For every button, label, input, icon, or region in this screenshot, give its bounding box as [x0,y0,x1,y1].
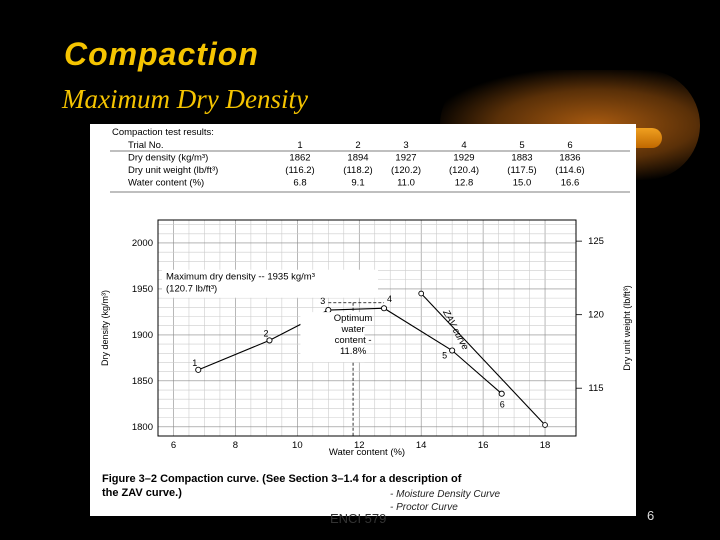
table-cell: 16.6 [561,178,580,189]
table-cell: 15.0 [513,178,532,189]
table-row-label: Water content (%) [128,178,204,189]
data-point-label: 3 [320,296,325,306]
annotation-optimum: water [340,324,364,335]
annotation-optimum: 11.8% [340,346,367,357]
y2-axis-label: Dry unit weight (lb/ft³) [622,285,632,371]
table-cell: (118.2) [343,165,372,176]
data-point [380,305,388,312]
table-row-label: Trial No. [128,140,164,151]
slide-subtitle: Maximum Dry Density [62,84,308,114]
x-tick-label: 10 [292,440,303,451]
y-tick-label: 2000 [132,238,153,249]
x-tick-label: 18 [540,440,551,451]
data-point-label: 4 [387,294,392,304]
table-cell: 1883 [511,153,532,164]
annotation-optimum: Optimum [334,313,373,324]
annotation-box [162,269,378,298]
table-cell: 2 [355,140,360,151]
x-tick-label: 12 [354,440,365,451]
data-point [498,390,505,397]
table-cell: (120.2) [391,165,421,176]
x-tick-label: 14 [416,440,427,451]
table-cell: 11.0 [397,178,415,189]
y-tick-label: 1800 [132,422,153,433]
y-tick-label: 1900 [132,330,153,341]
table-cell: 9.1 [351,178,364,189]
y2-tick-label: 125 [588,236,604,247]
table-row-label: Dry unit weight (lb/ft³) [128,165,218,176]
y2-tick-label: 115 [588,383,603,394]
table-cell: 1836 [559,153,580,164]
plot-frame [157,219,577,437]
table-cell: 4 [461,140,466,151]
figure-caption: Figure 3–2 Compaction curve. (See Sectio… [102,473,462,499]
data-point-label: 5 [442,351,447,361]
handwritten-note: - Proctor Curve [390,502,458,513]
annotation-optimum: content - [335,335,372,346]
data-point-label: 6 [500,400,505,410]
x-tick-label: 6 [171,440,176,451]
x-tick-label: 16 [478,440,489,451]
data-point-label: 2 [263,328,268,338]
zav-point [542,422,548,428]
data-point [195,366,202,373]
table-cell: 1862 [289,153,310,164]
table-cell: (117.5) [507,165,536,176]
compaction-figure: Compaction test results: Trial No. 1 2 3 4 5 6… [90,124,636,516]
table-cell: 6.8 [293,178,306,189]
table-cell: (114.6) [555,165,584,176]
data-point [449,347,456,354]
table-cell: 5 [519,140,524,151]
data-point-label: 1 [192,358,197,368]
table-cell: (120.4) [449,165,479,176]
annotation-unit-weight: (120.7 lb/ft³) [166,284,217,295]
zav-curve [420,293,546,426]
table-cell: 1 [297,140,302,151]
compaction-curve [198,307,503,395]
annotation-box [300,312,365,363]
slide-footer: ENCI 579 [330,511,387,526]
table-cell: 1894 [347,153,368,164]
table-cell: 3 [403,140,408,151]
data-point [325,307,332,314]
page-number: 6 [647,508,655,523]
slide-title: Compaction [64,36,259,72]
zav-point [418,290,425,297]
y2-tick-label: 120 [588,310,604,321]
annotation-max-density: Maximum dry density -- 1935 kg/m³ [166,272,315,283]
compaction-chart: Compaction test results: Trial No. 1 2 3 4 5 6… [100,127,632,513]
table-cell: 1927 [395,153,416,164]
x-tick-label: 8 [233,440,238,451]
data-point [266,337,273,344]
x-axis-label: Water content (%) [329,447,405,458]
table-cell: (116.2) [285,165,314,176]
y-tick-label: 1850 [132,376,153,387]
table-row-label: Dry density (kg/m³) [128,153,208,164]
table-cell: 12.8 [455,178,474,189]
table-cell: 1929 [453,153,474,164]
y-axis-label: Dry density (kg/m³) [100,290,110,366]
table-caption: Compaction test results: [112,127,214,138]
handwritten-note: - Moisture Density Curve [390,489,500,500]
y-tick-label: 1950 [132,284,153,295]
table-cell: 6 [567,140,572,151]
